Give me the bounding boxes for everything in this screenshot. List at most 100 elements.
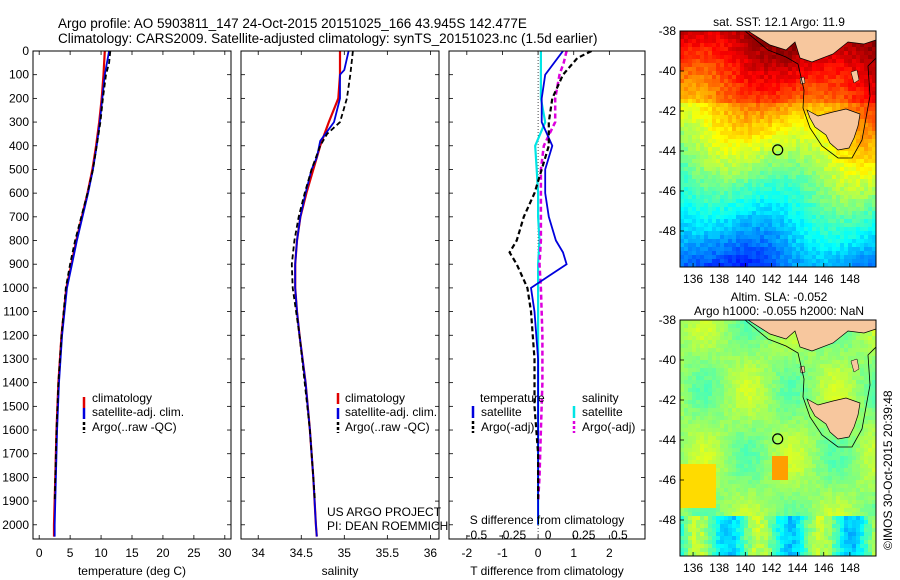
heatmap-cell	[756, 392, 760, 396]
heatmap-cell	[752, 195, 756, 199]
heatmap-cell	[736, 440, 740, 444]
heatmap-cell	[832, 171, 836, 175]
heatmap-cell	[700, 388, 704, 392]
heatmap-cell	[748, 320, 752, 324]
heatmap-cell	[752, 135, 756, 139]
heatmap-cell	[756, 368, 760, 372]
heatmap-cell	[824, 95, 828, 99]
heatmap-cell	[780, 183, 784, 187]
heatmap-cell	[808, 356, 812, 360]
heatmap-cell	[812, 79, 816, 83]
heatmap-cell	[868, 151, 872, 155]
heatmap-cell	[772, 211, 776, 215]
heatmap-cell	[776, 47, 780, 51]
heatmap-cell	[772, 448, 776, 452]
heatmap-cell	[756, 179, 760, 183]
heatmap-cell	[796, 400, 800, 404]
heatmap-cell	[872, 412, 876, 416]
heatmap-cell	[800, 115, 804, 119]
heatmap-cell	[776, 195, 780, 199]
heatmap-cell	[872, 99, 876, 103]
heatmap-cell	[796, 187, 800, 191]
heatmap-cell	[724, 31, 728, 35]
heatmap-cell	[848, 147, 852, 151]
heatmap-cell	[860, 63, 864, 67]
heatmap-cell	[788, 119, 792, 123]
heatmap-cell	[804, 111, 808, 115]
heatmap-cell	[780, 91, 784, 95]
heatmap-cell	[700, 452, 704, 456]
heatmap-cell	[812, 111, 816, 115]
heatmap-cell	[692, 452, 696, 456]
heatmap-cell	[784, 63, 788, 67]
heatmap-cell	[808, 179, 812, 183]
heatmap-cell	[740, 71, 744, 75]
heatmap-cell	[856, 167, 860, 171]
heatmap-cell	[760, 396, 764, 400]
heatmap-cell	[840, 348, 844, 352]
heatmap-cell	[700, 368, 704, 372]
heatmap-cell	[832, 444, 836, 448]
heatmap-cell	[780, 75, 784, 79]
heatmap-cell	[724, 416, 728, 420]
heatmap-cell	[752, 231, 756, 235]
heatmap-cell	[728, 344, 732, 348]
heatmap-cell	[752, 107, 756, 111]
heatmap-cell	[832, 344, 836, 348]
heatmap-cell	[764, 71, 768, 75]
heatmap-cell	[844, 75, 848, 79]
heatmap-cell	[856, 187, 860, 191]
heatmap-cell	[744, 183, 748, 187]
heatmap-cell	[708, 364, 712, 368]
heatmap-cell	[756, 123, 760, 127]
heatmap-cell	[704, 167, 708, 171]
heatmap-cell	[800, 372, 804, 376]
heatmap-cell	[816, 348, 820, 352]
heatmap-cell	[828, 179, 832, 183]
heatmap-cell	[844, 59, 848, 63]
heatmap-cell	[868, 175, 872, 179]
heatmap-cell	[688, 83, 692, 87]
heatmap-cell	[704, 432, 708, 436]
heatmap-cell	[680, 131, 684, 135]
heatmap-cell	[848, 223, 852, 227]
heatmap-cell	[836, 103, 840, 107]
heatmap-cell	[768, 75, 772, 79]
heatmap-cell	[784, 79, 788, 83]
heatmap-cell	[720, 324, 724, 328]
heatmap-cell	[844, 368, 848, 372]
heatmap-cell	[796, 183, 800, 187]
heatmap-cell	[808, 364, 812, 368]
heatmap-cell	[824, 239, 828, 243]
heatmap-cell	[820, 63, 824, 67]
heatmap-cell	[756, 183, 760, 187]
heatmap-cell	[792, 259, 796, 263]
heatmap-cell	[776, 167, 780, 171]
salinity-series	[290, 51, 354, 537]
heatmap-cell	[688, 159, 692, 163]
heatmap-cell	[700, 320, 704, 324]
heatmap-cell	[868, 344, 872, 348]
heatmap-cell	[700, 67, 704, 71]
heatmap-cell	[752, 340, 756, 344]
heatmap-cell	[716, 175, 720, 179]
heatmap-cell	[700, 103, 704, 107]
heatmap-cell	[740, 380, 744, 384]
heatmap-cell	[684, 95, 688, 99]
heatmap-cell	[856, 171, 860, 175]
heatmap-cell	[860, 372, 864, 376]
heatmap-cell	[824, 167, 828, 171]
heatmap-cell	[832, 91, 836, 95]
heatmap-cell	[812, 227, 816, 231]
heatmap-cell	[760, 384, 764, 388]
heatmap-cell	[868, 127, 872, 131]
heatmap-cell	[768, 179, 772, 183]
heatmap-cell	[724, 235, 728, 239]
heatmap-cell	[820, 440, 824, 444]
heatmap-cell	[732, 191, 736, 195]
heatmap-cell	[748, 39, 752, 43]
heatmap-cell	[808, 167, 812, 171]
heatmap-cell	[860, 448, 864, 452]
heatmap-cell	[696, 183, 700, 187]
heatmap-cell	[816, 211, 820, 215]
